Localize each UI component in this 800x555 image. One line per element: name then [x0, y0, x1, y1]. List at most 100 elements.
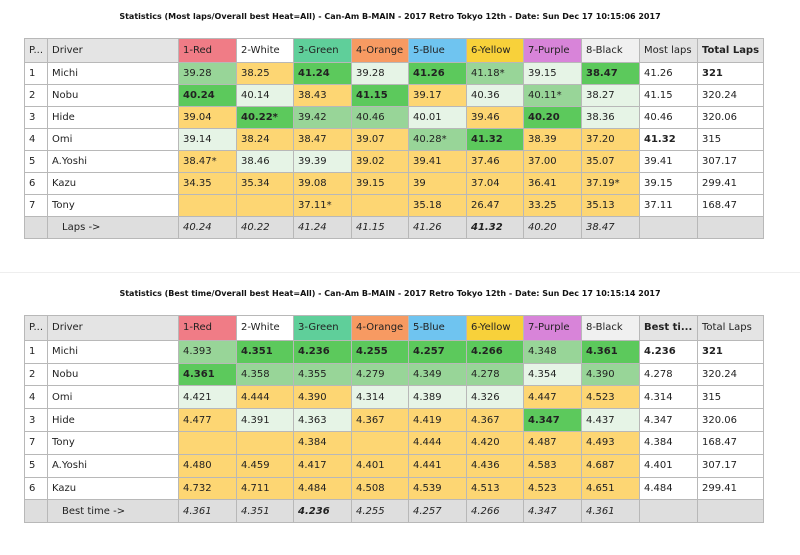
table-row[interactable]: 4 Omi 4.421 4.444 4.390 4.314 4.389 4.326 4.447 4… [23, 385, 765, 410]
lane-cell: 38.36 [581, 106, 641, 129]
position-cell: 5 [23, 453, 49, 478]
lane-cell: 38.46 [236, 150, 295, 173]
lane-cell: 37.20 [581, 128, 641, 151]
lane-cell: 4.480 [178, 453, 238, 478]
column-header[interactable]: Best ti... [639, 315, 699, 341]
lane-cell: 4.420 [466, 430, 525, 455]
column-header[interactable]: 2-White [236, 315, 295, 341]
lane-cell: 40.14 [236, 84, 295, 107]
footer-cell: 4.266 [466, 499, 525, 524]
lane-cell: 33.25 [523, 194, 583, 217]
table-row[interactable]: 1 Michi 39.28 38.25 41.24 39.28 41.26 41.18* 39.… [23, 62, 765, 85]
column-header[interactable]: 6-Yellow [466, 38, 525, 63]
driver-cell: Hide [47, 106, 180, 129]
position-cell: 2 [23, 84, 49, 107]
lane-cell: 4.421 [178, 385, 238, 410]
lane-cell: 41.32 [466, 128, 525, 151]
column-header[interactable]: Driver [47, 315, 180, 341]
lane-cell: 4.314 [351, 385, 410, 410]
column-header[interactable]: 6-Yellow [466, 315, 525, 341]
lane-cell: 38.39 [523, 128, 583, 151]
lane-cell: 4.436 [466, 453, 525, 478]
lane-cell: 41.15 [351, 84, 410, 107]
lane-cell: 4.523 [581, 385, 641, 410]
column-header[interactable]: 8-Black [581, 38, 641, 63]
column-header[interactable]: 4-Orange [351, 38, 410, 63]
column-header[interactable]: Driver [47, 38, 180, 63]
lane-cell: 4.363 [293, 408, 353, 432]
lane-cell: 4.493 [581, 430, 641, 455]
driver-cell: Michi [47, 62, 180, 85]
table-row[interactable]: 5 A.Yoshi 4.480 4.459 4.417 4.401 4.441 4.436 4.… [23, 453, 765, 478]
driver-cell: Tony [47, 430, 180, 455]
lane-cell: 4.266 [466, 339, 525, 364]
footer-cell: 41.15 [351, 216, 410, 239]
lane-cell: 4.419 [408, 408, 468, 432]
column-header[interactable]: 8-Black [581, 315, 641, 341]
footer-cell: 4.351 [236, 499, 295, 524]
footer-cell: 4.257 [408, 499, 468, 524]
column-header[interactable]: P... [23, 38, 49, 63]
lane-cell: 4.711 [236, 476, 295, 501]
table-row[interactable]: 5 A.Yoshi 38.47* 38.46 39.39 39.02 39.41 37.46 3… [23, 150, 765, 173]
lane-cell: 39.14 [178, 128, 238, 151]
lane-cell: 39.17 [408, 84, 468, 107]
column-header[interactable]: 3-Green [293, 38, 353, 63]
table-row[interactable]: 6 Kazu 4.732 4.711 4.484 4.508 4.539 4.513 4.523… [23, 476, 765, 501]
table-row[interactable]: 4 Omi 39.14 38.24 38.47 39.07 40.28* 41.32 38.39… [23, 128, 765, 151]
lane-cell: 4.401 [351, 453, 410, 478]
column-header[interactable]: 1-Red [178, 315, 238, 341]
table-row[interactable]: 6 Kazu 34.35 35.34 39.08 39.15 39 37.04 36.41 37.… [23, 172, 765, 195]
lane-cell: 4.361 [581, 339, 641, 364]
lane-cell: 4.347 [523, 408, 583, 432]
lane-cell: 41.26 [408, 62, 468, 85]
table-row[interactable]: 3 Hide 4.477 4.391 4.363 4.367 4.419 4.367 4.347… [23, 408, 765, 432]
lane-cell: 41.18* [466, 62, 525, 85]
total-cell: 168.47 [697, 430, 765, 455]
column-header[interactable]: 1-Red [178, 38, 238, 63]
position-cell: 1 [23, 62, 49, 85]
driver-cell: Kazu [47, 476, 180, 501]
column-header[interactable]: 5-Blue [408, 315, 468, 341]
lane-cell: 39.39 [293, 150, 353, 173]
lane-cell: 41.24 [293, 62, 353, 85]
footer-cell: 4.255 [351, 499, 410, 524]
lane-cell: 38.24 [236, 128, 295, 151]
column-header[interactable]: 3-Green [293, 315, 353, 341]
lane-cell: 39.04 [178, 106, 238, 129]
column-header[interactable]: 7-Purple [523, 315, 583, 341]
driver-cell: Omi [47, 128, 180, 151]
table-row[interactable]: 3 Hide 39.04 40.22* 39.42 40.46 40.01 39.46 40.2… [23, 106, 765, 129]
position-cell: 1 [23, 339, 49, 364]
most-laps-title: Statistics (Most laps/Overall best Heat=… [119, 12, 661, 21]
table-row[interactable]: 1 Michi 4.393 4.351 4.236 4.255 4.257 4.266 4.34… [23, 339, 765, 364]
lane-cell [351, 430, 410, 455]
footer-cell: 4.361 [178, 499, 238, 524]
driver-cell: Michi [47, 339, 180, 364]
column-header[interactable]: 4-Orange [351, 315, 410, 341]
column-header[interactable]: Most laps [639, 38, 699, 63]
total-cell: 315 [697, 385, 765, 410]
footer-cell: 41.24 [293, 216, 353, 239]
lane-cell: 39.46 [466, 106, 525, 129]
table-row[interactable]: 2 Nobu 4.361 4.358 4.355 4.279 4.349 4.278 4.354… [23, 362, 765, 387]
table-row[interactable]: 7 Tony 37.11* 35.18 26.47 33.25 35.13 37.11 168.… [23, 194, 765, 217]
column-header[interactable]: P... [23, 315, 49, 341]
table-row[interactable]: 2 Nobu 40.24 40.14 38.43 41.15 39.17 40.36 40.11… [23, 84, 765, 107]
column-header[interactable]: 7-Purple [523, 38, 583, 63]
table-row[interactable]: 7 Tony 4.384 4.444 4.420 4.487 4.493 4.384 168.4… [23, 430, 765, 455]
footer-cell: 40.22 [236, 216, 295, 239]
lane-cell: 4.487 [523, 430, 583, 455]
position-cell: 4 [23, 385, 49, 410]
lane-cell: 4.441 [408, 453, 468, 478]
column-header[interactable]: Total Laps [697, 38, 765, 63]
footer-label: Laps -> [47, 216, 180, 239]
lane-cell: 4.459 [236, 453, 295, 478]
column-header[interactable]: Total Laps [697, 315, 765, 341]
column-header[interactable]: 5-Blue [408, 38, 468, 63]
total-cell: 320.24 [697, 362, 765, 387]
lane-cell: 39.02 [351, 150, 410, 173]
column-header[interactable]: 2-White [236, 38, 295, 63]
lane-cell: 38.25 [236, 62, 295, 85]
total-cell: 320.24 [697, 84, 765, 107]
